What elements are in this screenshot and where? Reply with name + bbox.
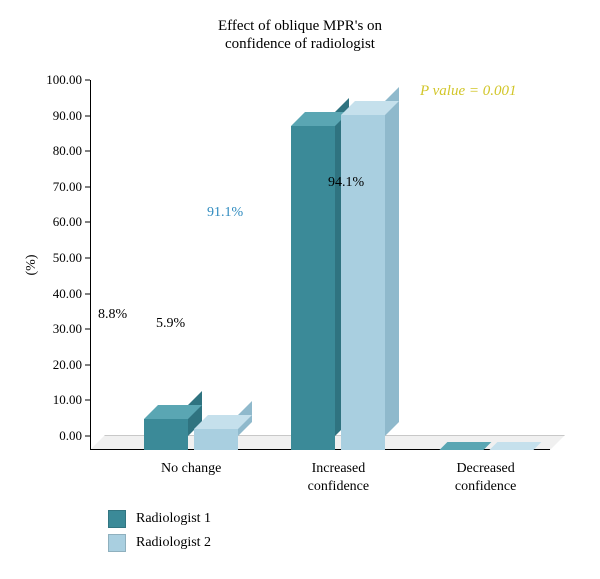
legend-swatch	[108, 534, 126, 552]
x-tick-label: Increased confidence	[283, 460, 393, 495]
value-label: 91.1%	[207, 205, 243, 221]
legend-swatch	[108, 510, 126, 528]
y-tick	[85, 186, 90, 187]
legend-label: Radiologist 1	[136, 511, 211, 527]
y-axis-title: (%)	[24, 255, 40, 276]
y-tick	[85, 293, 90, 294]
y-tick	[85, 364, 90, 365]
bar	[144, 405, 188, 450]
y-tick-label: 70.00	[53, 179, 82, 195]
y-axis-line	[90, 80, 91, 450]
y-tick	[85, 222, 90, 223]
bar-top	[439, 442, 491, 450]
x-tick-label: No change	[136, 460, 246, 478]
bar	[439, 436, 483, 450]
bar-side	[385, 87, 399, 436]
y-tick	[85, 258, 90, 259]
x-tick-label: Decreased confidence	[431, 460, 541, 495]
y-tick-label: 10.00	[53, 392, 82, 408]
y-tick	[85, 151, 90, 152]
bar-front	[341, 115, 385, 450]
bar-front	[144, 419, 188, 450]
y-tick-label: 20.00	[53, 357, 82, 373]
y-tick-label: 100.00	[46, 72, 82, 88]
bar	[194, 415, 238, 450]
y-tick	[85, 80, 90, 81]
y-tick	[85, 115, 90, 116]
bar	[489, 436, 533, 450]
y-tick-label: 60.00	[53, 214, 82, 230]
y-tick-label: 0.00	[59, 428, 82, 444]
chart-title-line2: confidence of radiologist	[0, 36, 600, 53]
y-tick	[85, 329, 90, 330]
chart-title-line1: Effect of oblique MPR's on	[0, 18, 600, 35]
y-tick-label: 90.00	[53, 108, 82, 124]
plot-area: 0.0010.0020.0030.0040.0050.0060.0070.008…	[90, 80, 550, 450]
bar	[291, 112, 335, 450]
y-tick-label: 50.00	[53, 250, 82, 266]
bar-front	[194, 429, 238, 450]
value-label: 94.1%	[328, 175, 364, 191]
y-tick-label: 80.00	[53, 143, 82, 159]
bar	[341, 101, 385, 450]
legend-label: Radiologist 2	[136, 535, 211, 551]
value-label: 5.9%	[156, 316, 185, 332]
legend-item: Radiologist 2	[108, 534, 211, 552]
legend-item: Radiologist 1	[108, 510, 211, 528]
y-tick-label: 40.00	[53, 286, 82, 302]
value-label: 8.8%	[98, 307, 127, 323]
legend: Radiologist 1 Radiologist 2	[108, 510, 211, 558]
y-tick	[85, 436, 90, 437]
y-tick	[85, 400, 90, 401]
bar-top	[489, 442, 541, 450]
y-tick-label: 30.00	[53, 321, 82, 337]
